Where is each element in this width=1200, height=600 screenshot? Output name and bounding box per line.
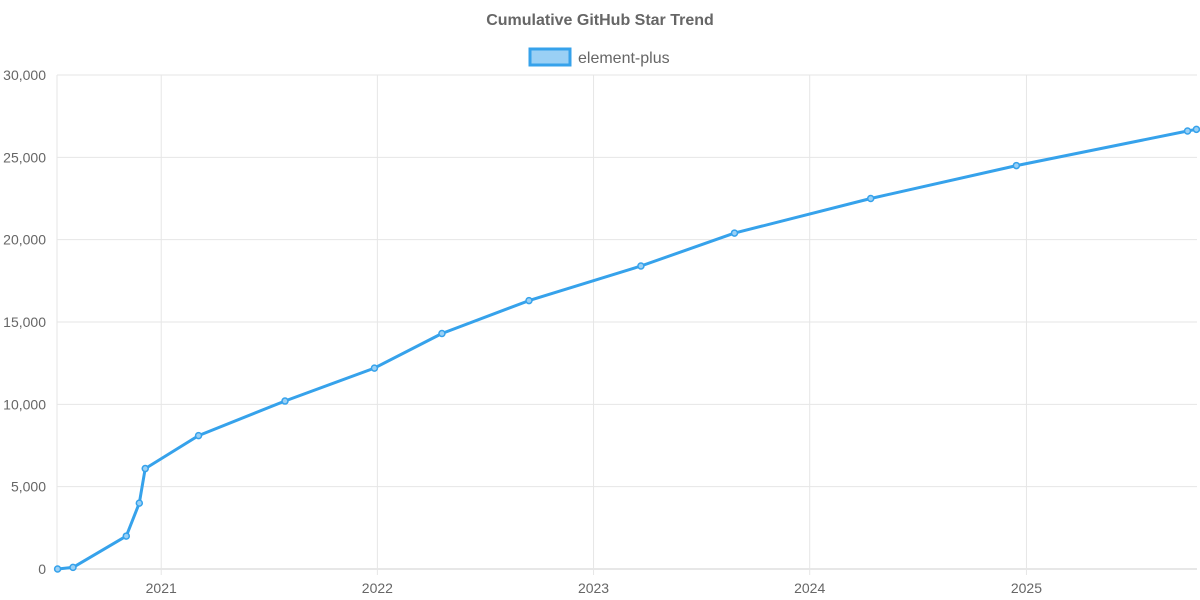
data-point[interactable] [1183,127,1192,135]
legend-label-element-plus[interactable]: element-plus [578,50,670,67]
legend-swatch-element-plus[interactable] [528,47,572,67]
y-tick-label: 0 [38,561,46,577]
y-tick-label: 5,000 [11,479,46,495]
y-tick-label: 15,000 [3,314,46,330]
series-element-plus [53,125,1200,573]
axes: 0 5,000 10,000 15,000 20,000 25,000 30,000 2021… [3,67,1042,596]
y-tick-label: 10,000 [3,396,46,412]
data-point[interactable] [69,563,77,572]
y-tick-label: 25,000 [3,149,46,165]
x-tick-label: 2025 [1011,580,1042,596]
data-point[interactable] [1012,161,1021,170]
data-point[interactable] [637,262,645,270]
data-point[interactable] [135,499,144,507]
data-point[interactable] [141,464,149,473]
x-tick-label: 2023 [578,580,609,596]
x-tick-label: 2021 [146,580,177,596]
data-point[interactable] [1192,125,1200,134]
chart-title: Cumulative GitHub Star Trend [486,12,714,29]
data-point[interactable] [122,532,131,540]
series-line-element-plus [56,127,1198,571]
y-tick-label: 30,000 [3,67,46,83]
y-tick-label: 20,000 [3,232,46,248]
data-point[interactable] [281,397,289,405]
data-point[interactable] [866,194,875,203]
data-point[interactable] [53,565,62,573]
data-point[interactable] [438,329,446,338]
x-tick-label: 2024 [794,580,825,596]
data-point[interactable] [525,296,533,305]
data-point[interactable] [730,229,739,237]
data-point[interactable] [194,431,203,440]
data-point[interactable] [370,364,379,372]
grid [56,74,1197,575]
x-tick-label: 2022 [362,580,393,596]
legend[interactable]: element-plus [528,47,670,67]
